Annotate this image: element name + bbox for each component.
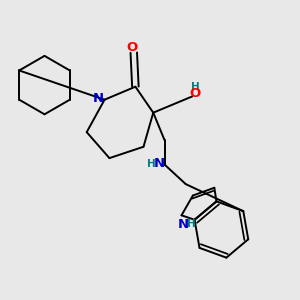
Text: H: H: [147, 159, 156, 169]
Text: N: N: [154, 157, 165, 170]
Text: H: H: [187, 219, 196, 230]
Text: N: N: [93, 92, 104, 105]
Text: O: O: [190, 87, 201, 100]
Text: H: H: [191, 82, 200, 92]
Text: O: O: [127, 41, 138, 54]
Text: N: N: [178, 218, 189, 231]
